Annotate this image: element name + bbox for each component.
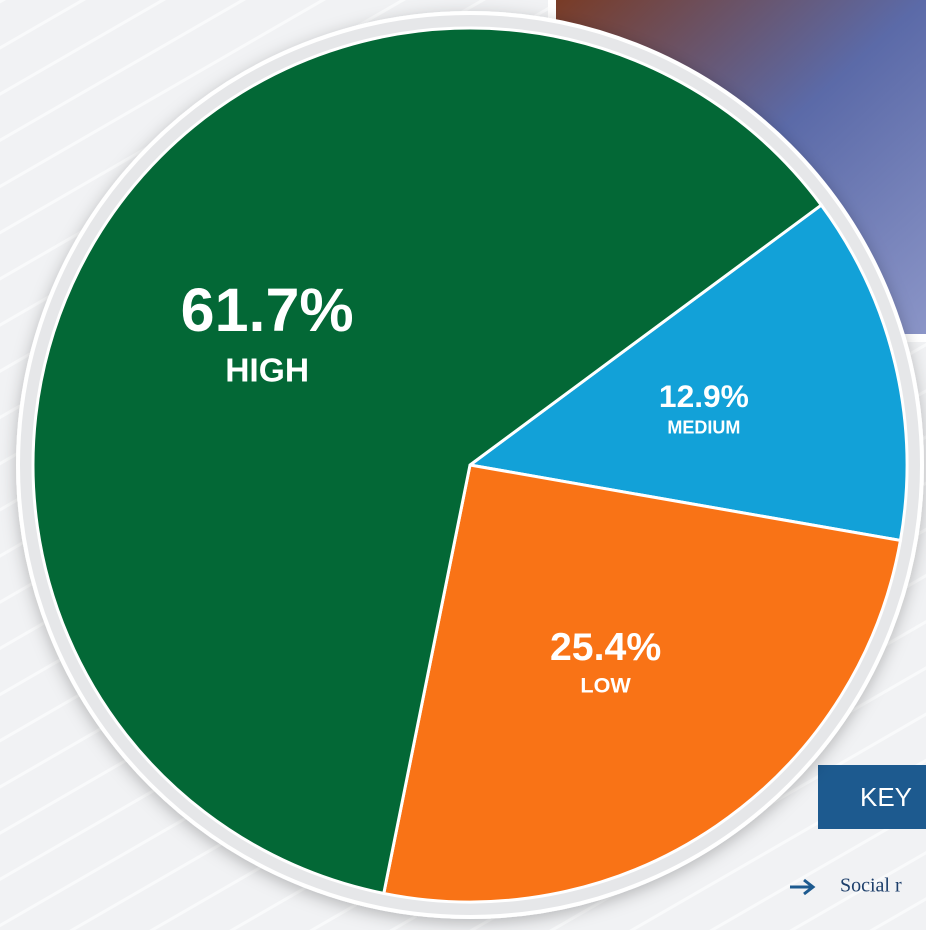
key-banner xyxy=(818,765,926,829)
pie: 12.9% MEDIUM 25.4% LOW 61.7% HIGH xyxy=(31,26,909,904)
key-title: KEY xyxy=(860,782,912,812)
pie-slice xyxy=(382,463,903,904)
pie-slice xyxy=(466,202,909,543)
slice-value-label: 25.4% xyxy=(550,625,661,669)
slice-category-label: LOW xyxy=(580,673,631,698)
key-item: Social r xyxy=(840,875,902,897)
key-arrow xyxy=(790,878,816,896)
pie-slice xyxy=(31,26,824,896)
slice-value-label: 12.9% xyxy=(659,378,749,414)
slice-value-label: 61.7% xyxy=(181,276,354,344)
slice-category-label: HIGH xyxy=(225,353,309,390)
slice-category-label: MEDIUM xyxy=(667,418,740,438)
